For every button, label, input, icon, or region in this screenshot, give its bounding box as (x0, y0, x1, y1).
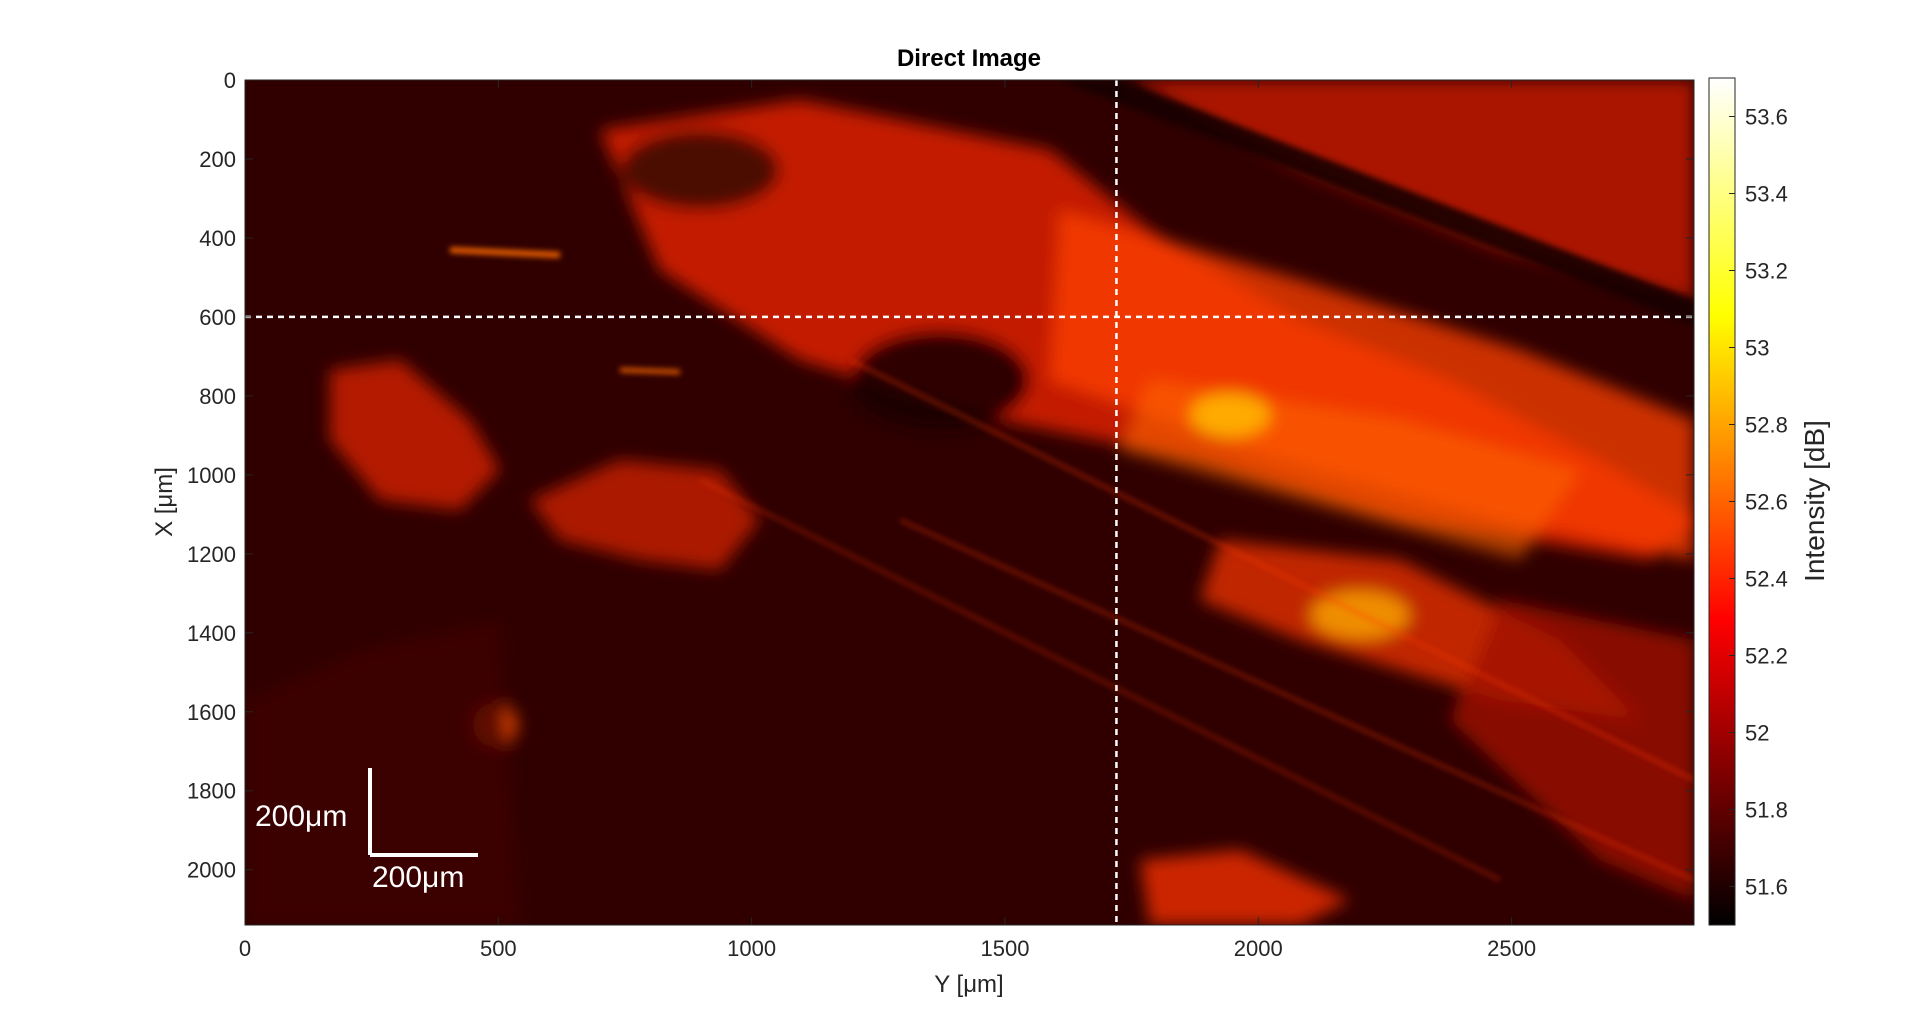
colorbar-tick-label: 52.8 (1745, 413, 1788, 438)
y-tick-label: 1800 (187, 779, 236, 804)
colorbar-tick-label: 51.8 (1745, 798, 1788, 823)
y-tick-label: 400 (199, 226, 236, 251)
colorbar-ticks: 51.6 51.8 52 52.2 52.4 52.6 52.8 53 53.2 53.4 53.6 (1729, 105, 1788, 900)
colorbar-tick-label: 52.4 (1745, 567, 1788, 592)
colorbar-label: Intensity [dB] (1799, 420, 1830, 582)
colorbar-tick-label: 53.6 (1745, 105, 1788, 130)
x-tick-label: 0 (239, 936, 251, 961)
scale-bar-horizontal-label: 200μm (372, 861, 464, 894)
heatmap-image (245, 80, 1694, 925)
y-tick-label: 2000 (187, 858, 236, 883)
y-axis-label: X [μm] (151, 467, 178, 537)
y-tick-label: 1400 (187, 621, 236, 646)
x-axis-label: Y [μm] (934, 971, 1003, 998)
y-tick-label: 0 (224, 68, 236, 93)
chart-title: Direct Image (897, 45, 1041, 72)
colorbar-tick-label: 51.6 (1745, 875, 1788, 900)
scale-bar-vertical-label: 200μm (255, 800, 347, 833)
y-tick-label: 1600 (187, 700, 236, 725)
colorbar-tick-label: 52.2 (1745, 644, 1788, 669)
colorbar-tick-label: 53.4 (1745, 182, 1788, 207)
colorbar: 51.6 51.8 52 52.2 52.4 52.6 52.8 53 53.2 53.4 53.6… (1708, 77, 1830, 926)
x-tick-label: 500 (480, 936, 517, 961)
x-tick-label: 1500 (980, 936, 1029, 961)
y-axis: 0 200 400 600 800 1000 1200 1400 1600 1800 2000 (187, 68, 1694, 883)
colorbar-tick-label: 53.2 (1745, 259, 1788, 284)
y-tick-label: 600 (199, 305, 236, 330)
x-tick-label: 1000 (727, 936, 776, 961)
plot-frame (244, 79, 1695, 926)
scale-bar: 200μm 200μm (255, 768, 478, 894)
colorbar-tick-label: 52 (1745, 721, 1769, 746)
colorbar-tick-label: 53 (1745, 336, 1769, 361)
y-tick-label: 1000 (187, 463, 236, 488)
y-tick-label: 800 (199, 384, 236, 409)
y-tick-label: 200 (199, 147, 236, 172)
x-tick-label: 2000 (1234, 936, 1283, 961)
x-tick-label: 2500 (1487, 936, 1536, 961)
crosshair (245, 80, 1694, 925)
x-axis: 0 500 1000 1500 2000 2500 (239, 80, 1536, 961)
colorbar-tick-label: 52.6 (1745, 490, 1788, 515)
y-tick-label: 1200 (187, 542, 236, 567)
